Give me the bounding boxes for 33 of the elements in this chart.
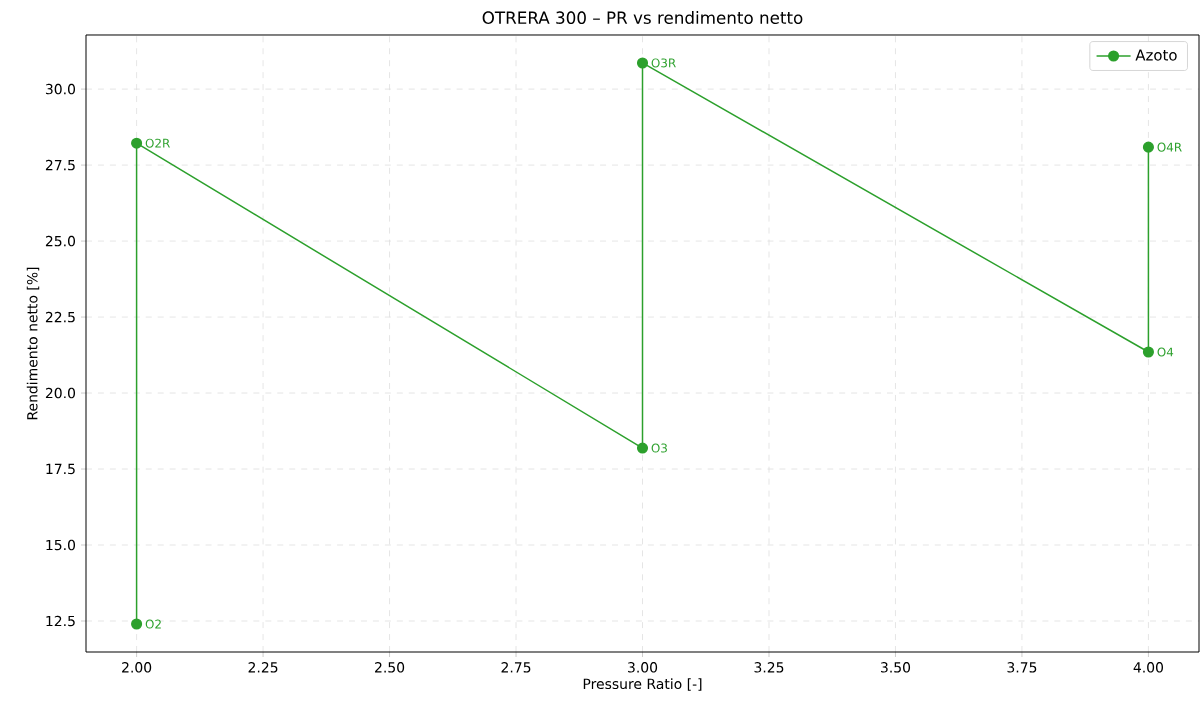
annotation: O4R [1157,142,1182,152]
y-tick-label: 17.5 [46,463,75,475]
point [131,137,143,149]
x-tick-label: 2.25 [248,662,278,673]
x-tick-label: 2.00 [122,662,152,673]
y-tick-label: 30.0 [45,83,76,95]
x-axis-title: Pressure Ratio [-] [583,678,702,691]
annotation: O3R [651,58,676,68]
point [636,57,649,69]
legend-label: Azoto [1135,49,1177,61]
annotation: O2 [145,619,161,629]
annotation: O2R [145,138,170,148]
point [1142,141,1154,153]
x-tick-label: 3.00 [628,662,658,673]
y-tick-label: 12.5 [46,615,75,627]
annotation: O3 [651,443,667,453]
y-tick-label: 22.5 [45,311,75,323]
y-tick-label: 20.0 [45,387,76,399]
y-tick-label: 15.0 [46,539,76,551]
x-tick-label: 4.00 [1133,662,1163,673]
point [636,442,649,454]
chart-title: OTRERA 300 – PR vs rendimento netto [482,11,803,24]
annotation: O4 [1157,347,1174,357]
y-tick-label: 25.0 [45,235,76,247]
x-tick-label: 3.75 [1007,662,1037,673]
x-tick-label: 2.50 [375,662,405,673]
point [131,618,143,630]
y-tick-label: 27.5 [45,159,75,171]
point [1142,346,1154,358]
x-tick-label: 2.75 [501,662,531,673]
y-axis-title: Rendimento netto [%] [26,267,40,420]
x-tick-label: 3.50 [881,662,911,673]
x-tick-label: 3.25 [754,662,784,673]
